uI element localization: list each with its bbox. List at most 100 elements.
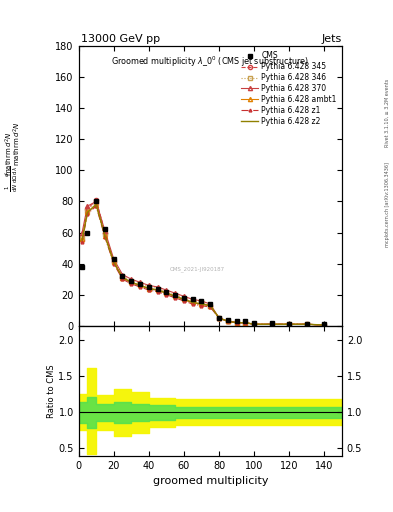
Pythia 6.428 345 xyxy=(103,229,107,236)
CMS xyxy=(287,321,292,327)
Pythia 6.428 346 xyxy=(182,295,186,301)
Pythia 6.428 346 xyxy=(252,321,257,327)
Pythia 6.428 z1 xyxy=(217,315,221,321)
Pythia 6.428 ambt1 xyxy=(111,259,116,265)
Line: CMS: CMS xyxy=(80,199,327,326)
CMS xyxy=(129,278,134,284)
Pythia 6.428 ambt1 xyxy=(226,318,230,324)
Pythia 6.428 ambt1 xyxy=(147,285,151,291)
Text: $\mathrm{mathrm}\,d^2N$: $\mathrm{mathrm}\,d^2N$ xyxy=(12,121,23,165)
Pythia 6.428 346 xyxy=(103,231,107,237)
CMS xyxy=(120,273,125,279)
Pythia 6.428 370 xyxy=(208,301,213,307)
Pythia 6.428 ambt1 xyxy=(243,319,248,326)
Pythia 6.428 z2 xyxy=(208,303,213,309)
Pythia 6.428 346 xyxy=(217,315,221,321)
Pythia 6.428 345 xyxy=(111,259,116,265)
Pythia 6.428 z1 xyxy=(120,276,125,282)
Pythia 6.428 346 xyxy=(199,300,204,306)
Pythia 6.428 z1 xyxy=(322,322,327,328)
Pythia 6.428 346 xyxy=(305,321,309,327)
CMS xyxy=(322,321,327,327)
Pythia 6.428 346 xyxy=(155,285,160,291)
Pythia 6.428 ambt1 xyxy=(234,319,239,326)
Pythia 6.428 ambt1 xyxy=(155,287,160,293)
Line: Pythia 6.428 z2: Pythia 6.428 z2 xyxy=(82,205,324,325)
Pythia 6.428 z1 xyxy=(190,301,195,307)
Pythia 6.428 345 xyxy=(138,282,142,288)
Pythia 6.428 345 xyxy=(305,321,309,327)
Pythia 6.428 370 xyxy=(199,298,204,304)
Pythia 6.428 ambt1 xyxy=(182,296,186,303)
Pythia 6.428 z2 xyxy=(103,232,107,239)
Pythia 6.428 z2 xyxy=(217,315,221,321)
CMS xyxy=(111,256,116,262)
Pythia 6.428 346 xyxy=(164,289,169,295)
Line: Pythia 6.428 346: Pythia 6.428 346 xyxy=(80,201,327,327)
Line: Pythia 6.428 z1: Pythia 6.428 z1 xyxy=(81,205,326,327)
Pythia 6.428 ambt1 xyxy=(94,202,99,208)
Pythia 6.428 370 xyxy=(129,276,134,282)
Pythia 6.428 ambt1 xyxy=(217,315,221,321)
CMS xyxy=(173,292,178,298)
Pythia 6.428 z1 xyxy=(305,321,309,327)
Pythia 6.428 z2 xyxy=(182,296,186,303)
Pythia 6.428 z1 xyxy=(269,321,274,327)
Pythia 6.428 z2 xyxy=(164,290,169,296)
Pythia 6.428 z2 xyxy=(138,282,142,288)
Pythia 6.428 z2 xyxy=(129,279,134,285)
Pythia 6.428 370 xyxy=(217,315,221,321)
Y-axis label: Ratio to CMS: Ratio to CMS xyxy=(47,364,55,418)
Pythia 6.428 345 xyxy=(269,321,274,327)
Text: mcplots.cern.ch [arXiv:1306.3436]: mcplots.cern.ch [arXiv:1306.3436] xyxy=(385,162,390,247)
Pythia 6.428 345 xyxy=(85,206,90,212)
Pythia 6.428 346 xyxy=(243,319,248,326)
Pythia 6.428 z2 xyxy=(234,319,239,326)
Pythia 6.428 345 xyxy=(94,197,99,203)
CMS xyxy=(208,301,213,307)
Pythia 6.428 345 xyxy=(182,296,186,303)
Pythia 6.428 370 xyxy=(287,321,292,327)
Pythia 6.428 345 xyxy=(190,300,195,306)
Pythia 6.428 346 xyxy=(322,322,327,328)
CMS xyxy=(103,226,107,232)
Pythia 6.428 ambt1 xyxy=(305,321,309,327)
CMS xyxy=(85,229,90,236)
Pythia 6.428 345 xyxy=(252,321,257,327)
Text: $\frac{1}{\mathrm{d}N}\,\frac{d}{\mathrm{d}\Omega\,\mathrm{d}\lambda}$: $\frac{1}{\mathrm{d}N}\,\frac{d}{\mathrm… xyxy=(4,166,20,193)
Pythia 6.428 345 xyxy=(129,279,134,285)
Pythia 6.428 z1 xyxy=(103,234,107,240)
Pythia 6.428 370 xyxy=(111,256,116,262)
Pythia 6.428 370 xyxy=(103,228,107,234)
Pythia 6.428 z1 xyxy=(243,319,248,326)
X-axis label: groomed multiplicity: groomed multiplicity xyxy=(152,476,268,486)
Pythia 6.428 z2 xyxy=(173,293,178,300)
Pythia 6.428 z1 xyxy=(147,287,151,293)
Pythia 6.428 ambt1 xyxy=(129,279,134,285)
Pythia 6.428 346 xyxy=(138,281,142,287)
Pythia 6.428 345 xyxy=(208,303,213,309)
Pythia 6.428 z1 xyxy=(129,281,134,287)
Text: Groomed multiplicity $\lambda\_0^0$ (CMS jet substructure): Groomed multiplicity $\lambda\_0^0$ (CMS… xyxy=(111,54,309,69)
Pythia 6.428 345 xyxy=(164,290,169,296)
Pythia 6.428 345 xyxy=(155,287,160,293)
CMS xyxy=(305,321,309,327)
Pythia 6.428 z2 xyxy=(269,321,274,327)
Pythia 6.428 ambt1 xyxy=(208,303,213,309)
Pythia 6.428 346 xyxy=(129,278,134,284)
Pythia 6.428 346 xyxy=(80,234,84,240)
CMS xyxy=(243,318,248,324)
Pythia 6.428 z2 xyxy=(80,237,84,243)
CMS xyxy=(155,285,160,291)
Pythia 6.428 z2 xyxy=(243,319,248,326)
Pythia 6.428 370 xyxy=(252,321,257,327)
Pythia 6.428 345 xyxy=(199,301,204,307)
CMS xyxy=(147,284,151,290)
Pythia 6.428 z2 xyxy=(226,318,230,324)
Pythia 6.428 346 xyxy=(234,319,239,326)
Text: 13000 GeV pp: 13000 GeV pp xyxy=(81,33,160,44)
Pythia 6.428 370 xyxy=(94,199,99,205)
CMS xyxy=(94,199,99,205)
Pythia 6.428 z1 xyxy=(226,318,230,324)
Pythia 6.428 345 xyxy=(226,318,230,324)
